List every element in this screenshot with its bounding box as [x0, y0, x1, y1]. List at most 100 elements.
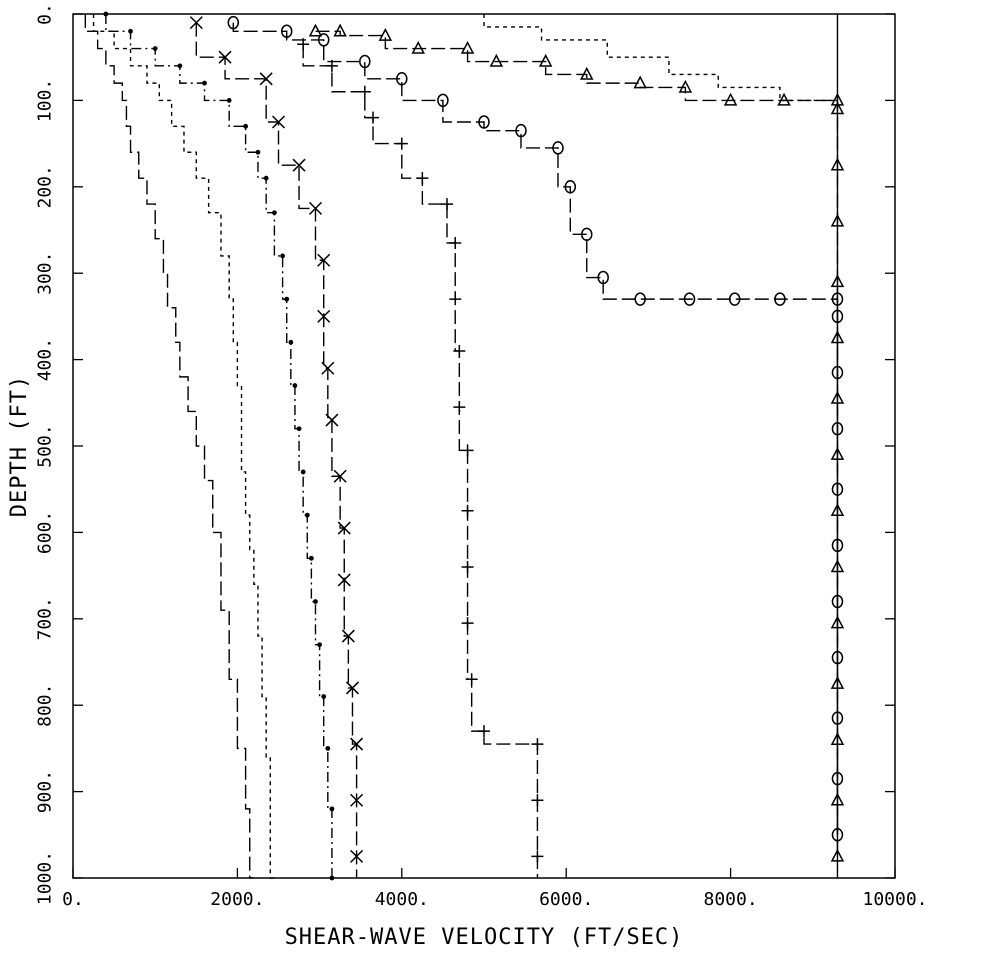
- x-marker: [350, 737, 364, 751]
- x-marker: [308, 201, 323, 215]
- dot-marker: [202, 80, 207, 86]
- circle-marker: [564, 180, 577, 194]
- series-1: [84, 14, 254, 879]
- y-tick-label: 0.: [35, 3, 56, 25]
- circle-marker: [359, 54, 371, 69]
- x-marker: [218, 50, 232, 64]
- dot-marker: [296, 426, 302, 432]
- triangle-marker: [580, 66, 594, 80]
- x-marker: [337, 573, 351, 587]
- circle-marker: [515, 123, 527, 138]
- series-line: [302, 44, 539, 878]
- dot-marker: [177, 63, 183, 69]
- dot-marker: [321, 694, 327, 699]
- x-marker: [325, 413, 339, 427]
- series-6: [227, 15, 844, 842]
- circle-marker: [317, 33, 330, 47]
- circle-marker: [478, 115, 490, 129]
- circle-marker: [597, 270, 609, 285]
- plus-marker: [461, 560, 474, 573]
- plus-marker: [358, 85, 371, 98]
- y-tick-label: 200.: [35, 165, 56, 208]
- circle-marker: [396, 72, 408, 86]
- circle-marker: [581, 227, 593, 242]
- series-line: [483, 14, 838, 102]
- circle-marker: [437, 93, 449, 108]
- series-line: [232, 22, 839, 835]
- x-marker: [271, 115, 286, 129]
- dot-marker: [325, 746, 331, 751]
- triangle-marker: [333, 23, 347, 37]
- dot-marker: [128, 28, 133, 34]
- plus-marker: [367, 111, 380, 124]
- series-line: [105, 14, 333, 878]
- circle-marker: [552, 141, 564, 155]
- y-tick-label: 1000.: [35, 851, 56, 905]
- dot-marker: [304, 512, 310, 518]
- series-layer: [84, 11, 845, 881]
- circle-marker: [774, 292, 786, 306]
- plus-marker: [453, 344, 466, 357]
- circle-marker: [227, 15, 240, 30]
- triangle-marker: [460, 40, 475, 54]
- series-5: [297, 38, 544, 878]
- plus-marker: [465, 673, 478, 686]
- x-marker: [337, 521, 351, 535]
- x-tick-label: 4000.: [375, 889, 429, 910]
- dot-marker: [317, 642, 322, 648]
- series-line: [84, 14, 254, 879]
- triangle-marker: [308, 23, 323, 37]
- y-tick-label: 100.: [35, 79, 56, 122]
- x-marker: [317, 253, 331, 267]
- x-axis-label: SHEAR-WAVE VELOCITY (FT/SEC): [285, 925, 684, 950]
- y-tick-label: 800.: [35, 684, 56, 727]
- series-line: [92, 14, 275, 879]
- y-axis-label: DEPTH (FT): [7, 375, 32, 517]
- plus-marker: [416, 172, 429, 185]
- axis-ticks: 0. 2000. 4000. 6000. 8000. 10000. 0. 100. 200. 30…: [35, 3, 928, 910]
- dot-marker: [329, 875, 335, 881]
- triangle-marker: [411, 40, 425, 54]
- x-marker: [345, 681, 360, 695]
- plus-marker: [461, 504, 474, 517]
- triangle-marker: [777, 92, 791, 106]
- triangle-marker: [678, 79, 693, 93]
- x-tick-label: 2000.: [210, 889, 264, 910]
- x-tick-label: 6000.: [539, 889, 593, 910]
- circle-marker: [280, 24, 293, 39]
- x-marker: [350, 793, 364, 807]
- series-8: [483, 14, 838, 102]
- dot-marker: [271, 210, 277, 216]
- x-marker: [292, 158, 306, 172]
- dot-marker: [284, 296, 290, 302]
- series-line: [315, 30, 839, 857]
- dot-marker: [329, 806, 335, 812]
- dot-marker: [288, 339, 294, 345]
- plus-marker: [531, 850, 544, 863]
- dot-marker: [292, 383, 298, 388]
- dot-marker: [255, 149, 261, 155]
- x-tick-label: 0.: [62, 889, 84, 910]
- x-marker: [333, 469, 347, 483]
- dot-marker: [300, 469, 306, 475]
- plus-marker: [449, 236, 462, 249]
- triangle-marker: [489, 53, 504, 67]
- x-marker: [259, 72, 273, 86]
- y-tick-label: 600.: [35, 511, 56, 554]
- plus-marker: [449, 293, 462, 306]
- triangle-marker: [723, 92, 738, 106]
- triangle-marker: [633, 75, 647, 89]
- series-3: [103, 11, 335, 881]
- dot-marker: [103, 11, 109, 17]
- y-tick-label: 400.: [35, 338, 56, 381]
- x-marker: [317, 309, 331, 323]
- triangle-marker: [378, 27, 393, 41]
- circle-marker: [728, 292, 741, 306]
- circle-marker: [683, 292, 696, 306]
- y-tick-label: 300.: [35, 252, 56, 295]
- plus-marker: [531, 738, 544, 751]
- dot-marker: [226, 98, 232, 103]
- circle-marker: [634, 292, 646, 306]
- plus-marker: [395, 137, 408, 150]
